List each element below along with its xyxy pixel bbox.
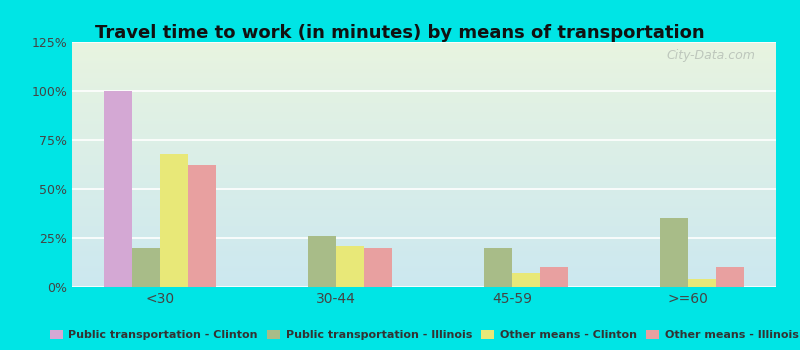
Bar — [104, 91, 132, 287]
Bar — [308, 236, 336, 287]
Text: City-Data.com: City-Data.com — [666, 49, 755, 62]
Bar — [484, 248, 512, 287]
Bar — [364, 248, 392, 287]
Bar — [512, 273, 540, 287]
Bar — [660, 218, 688, 287]
Bar — [336, 246, 364, 287]
Text: Travel time to work (in minutes) by means of transportation: Travel time to work (in minutes) by mean… — [95, 25, 705, 42]
Bar — [160, 154, 188, 287]
Bar — [132, 248, 160, 287]
Bar — [540, 267, 568, 287]
Bar — [688, 279, 716, 287]
Bar — [188, 166, 216, 287]
Legend: Public transportation - Clinton, Public transportation - Illinois, Other means -: Public transportation - Clinton, Public … — [46, 327, 800, 344]
Bar — [716, 267, 744, 287]
